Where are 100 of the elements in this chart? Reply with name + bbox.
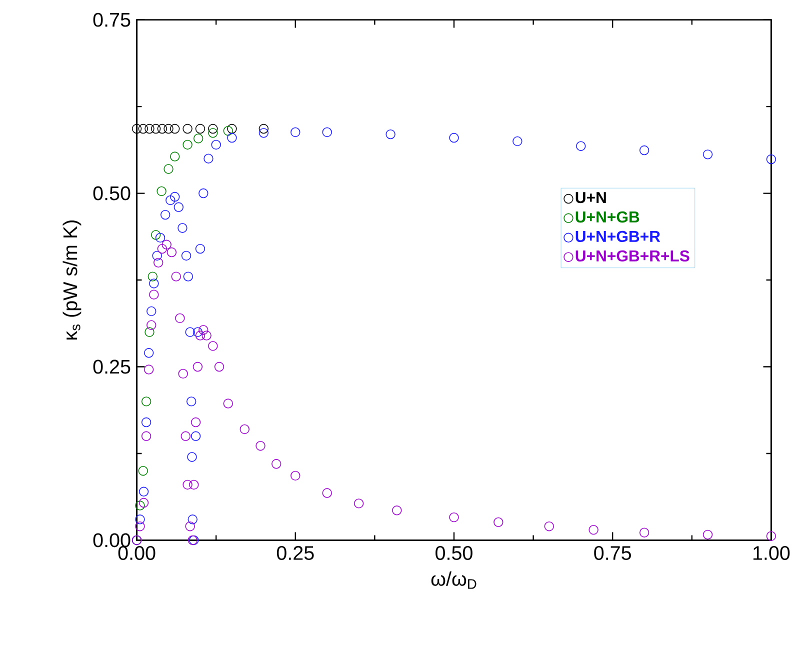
point <box>204 154 214 164</box>
point <box>181 250 192 260</box>
point <box>188 514 198 524</box>
point <box>258 128 269 138</box>
point <box>149 290 159 300</box>
point <box>162 240 172 250</box>
legend-label: U+N+GB <box>576 211 640 222</box>
point <box>182 480 192 490</box>
point <box>227 132 237 142</box>
point <box>170 192 180 202</box>
point <box>290 127 300 137</box>
point <box>322 488 332 498</box>
point <box>639 145 650 155</box>
point <box>135 514 145 524</box>
point <box>141 396 152 406</box>
point <box>190 417 201 427</box>
point <box>766 154 776 164</box>
point <box>195 124 206 134</box>
point <box>186 396 196 406</box>
point <box>160 210 170 220</box>
point <box>639 528 650 538</box>
point <box>171 272 181 282</box>
point <box>576 141 586 151</box>
point <box>157 124 168 134</box>
point <box>223 398 233 408</box>
x-tick-label: 0.00 <box>118 546 156 560</box>
point <box>223 126 233 136</box>
point <box>258 124 269 134</box>
point <box>170 124 180 134</box>
point <box>185 521 195 532</box>
point <box>211 140 221 150</box>
point <box>386 129 396 140</box>
point <box>183 272 194 282</box>
point <box>138 486 149 496</box>
point <box>195 330 206 340</box>
point <box>146 320 156 330</box>
point <box>146 306 156 316</box>
point <box>180 431 190 441</box>
point <box>156 186 166 196</box>
point <box>144 327 154 337</box>
point <box>174 202 184 212</box>
point <box>154 258 164 268</box>
point <box>272 458 282 469</box>
point <box>182 140 192 150</box>
x-tick-label: 0.25 <box>276 546 314 560</box>
legend-label: U+N+GB+R+LS <box>576 250 690 262</box>
point <box>208 340 218 351</box>
point <box>198 324 208 335</box>
point <box>141 417 152 427</box>
y-axis-title: κ$_{s}$ (pW s/m K) <box>62 220 82 340</box>
point <box>702 530 713 540</box>
point <box>189 480 199 490</box>
y-tick-label: 0.00 <box>93 533 130 548</box>
point <box>392 505 402 516</box>
point <box>182 124 192 134</box>
point <box>256 440 266 451</box>
point <box>170 152 180 162</box>
point <box>144 348 154 358</box>
point <box>449 132 459 142</box>
point <box>144 364 154 374</box>
point <box>148 272 158 282</box>
point <box>157 244 168 254</box>
point <box>240 424 250 434</box>
point <box>290 470 300 480</box>
point <box>135 500 145 510</box>
y-tick-label: 0.25 <box>93 360 130 374</box>
point <box>449 512 459 522</box>
point <box>135 521 145 532</box>
point <box>150 230 161 240</box>
point <box>192 362 203 372</box>
x-tick-label: 0.50 <box>436 546 472 560</box>
legend-label: U+N+GB+R <box>576 230 660 242</box>
point <box>190 431 201 441</box>
point <box>227 124 237 134</box>
point <box>322 127 332 137</box>
point <box>164 124 174 134</box>
x-axis-title: ω/ω$_{D}$ <box>431 571 476 589</box>
point <box>152 250 162 260</box>
y-tick-label: 0.75 <box>93 12 130 27</box>
point <box>187 452 197 462</box>
point <box>588 524 598 535</box>
point <box>138 498 149 508</box>
point <box>138 124 148 134</box>
x-tick-label: 0.75 <box>594 546 631 560</box>
legend-label: U+N <box>576 192 606 203</box>
point <box>178 222 188 233</box>
point <box>354 498 364 508</box>
point <box>166 247 177 257</box>
point <box>193 133 204 144</box>
point <box>512 136 522 146</box>
point <box>141 431 152 441</box>
point <box>208 128 218 138</box>
point <box>195 244 206 254</box>
point <box>175 313 185 323</box>
point <box>150 124 161 134</box>
point <box>702 149 713 160</box>
point <box>178 368 188 378</box>
point <box>192 327 203 337</box>
point <box>166 195 176 205</box>
point <box>144 124 154 134</box>
